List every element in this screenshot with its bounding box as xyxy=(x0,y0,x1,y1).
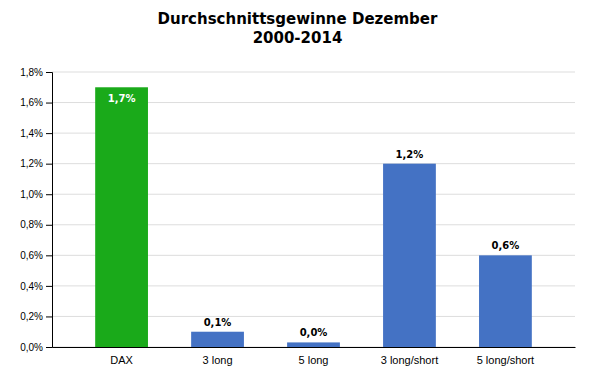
data-labels: 1,7% 0,1% 0,0% 1,2% 0,6% xyxy=(108,93,520,338)
tick-mark xyxy=(46,194,52,195)
tick: 1,4% xyxy=(20,128,52,139)
bars xyxy=(95,87,532,347)
tick-label: 0,8% xyxy=(20,219,43,230)
bar xyxy=(95,87,148,347)
tick: 0,4% xyxy=(20,281,52,292)
tick-label: 1,2% xyxy=(20,158,43,169)
tick-label: 1,0% xyxy=(20,189,43,200)
tick: 1,0% xyxy=(20,189,52,200)
tick-label: 3 long xyxy=(203,354,233,366)
tick: 0,6% xyxy=(20,250,52,261)
bar xyxy=(191,332,244,347)
title: Durchschnittsgewinne Dezember2000-2014 xyxy=(158,10,438,47)
chart: Durchschnittsgewinne Dezember2000-2014 0,… xyxy=(0,0,595,383)
tick-mark xyxy=(46,225,52,226)
tick-label: 0,2% xyxy=(20,311,43,322)
tick-label: 0,0% xyxy=(20,342,43,353)
tick-label: 3 long/short xyxy=(381,354,438,366)
plot: 0,0% 0,2% 0,4% 0,6% 0,8% 1,0% 1,2% 1,4% 1,6% 1,8%… xyxy=(20,67,575,366)
tick-label: 1,6% xyxy=(20,97,43,108)
tick-mark xyxy=(46,164,52,165)
tick-label: 5 long/short xyxy=(477,354,534,366)
tick-label: DAX xyxy=(110,354,133,366)
x-axis: DAX 3 long 5 long 3 long/short 5 long/short xyxy=(53,348,576,366)
tick: 5 long/short xyxy=(477,354,534,366)
tick: 1,2% xyxy=(20,158,52,169)
tick: 1,8% xyxy=(20,67,52,78)
axis-domain xyxy=(53,347,576,348)
tick: 3 long/short xyxy=(381,354,438,366)
tick-label: 1,8% xyxy=(20,67,43,78)
tick-mark xyxy=(46,316,52,317)
tick-mark xyxy=(46,347,52,348)
data-label: 1,2% xyxy=(396,149,424,160)
bar xyxy=(383,164,436,347)
axis-domain xyxy=(46,73,53,348)
tick-mark xyxy=(46,255,52,256)
tick-label: 0,4% xyxy=(20,281,43,292)
tick: 3 long xyxy=(203,354,233,366)
bar xyxy=(287,342,340,347)
tick: DAX xyxy=(110,354,133,366)
tick: 0,2% xyxy=(20,311,52,322)
tick: 1,6% xyxy=(20,97,52,108)
bar xyxy=(479,255,532,347)
tick: 5 long xyxy=(299,354,329,366)
tick-label: 1,4% xyxy=(20,128,43,139)
y-axis: 0,0% 0,2% 0,4% 0,6% 0,8% 1,0% 1,2% 1,4% 1,6% 1,8% xyxy=(20,67,52,353)
tick: 0,8% xyxy=(20,219,52,230)
data-label: 0,6% xyxy=(492,240,520,251)
tick: 0,0% xyxy=(20,342,52,353)
tick-label: 5 long xyxy=(299,354,329,366)
grid-line xyxy=(52,72,575,73)
data-label: 1,7% xyxy=(108,93,136,104)
grid xyxy=(52,72,575,347)
data-label: 0,0% xyxy=(300,327,328,338)
tick-mark xyxy=(46,286,52,287)
tick-label: 0,6% xyxy=(20,250,43,261)
tick-mark xyxy=(46,133,52,134)
tick-mark xyxy=(46,103,52,104)
tick-mark xyxy=(46,72,52,73)
data-label: 0,1% xyxy=(204,317,232,328)
